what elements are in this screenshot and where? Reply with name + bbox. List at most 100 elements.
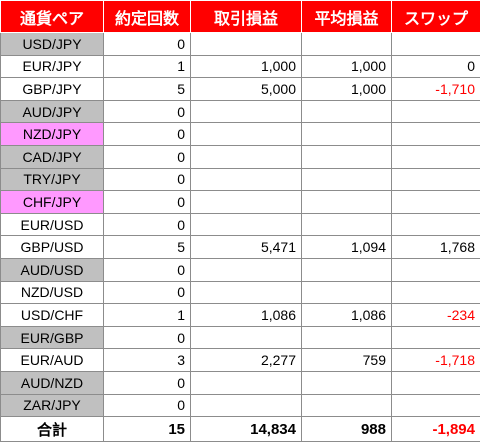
pair-cell: NZD/JPY	[0, 122, 104, 146]
table-row: USD/CHF 1 1,086 1,086 -234	[0, 303, 480, 327]
trading-pnl-cell	[190, 122, 302, 146]
trade-count-cell: 3	[103, 348, 191, 372]
total-swap: -1,894	[391, 416, 480, 443]
table-row: NZD/JPY 0	[0, 122, 480, 146]
swap-cell: 0	[391, 54, 480, 79]
header-row: 通貨ペア 約定回数 取引損益 平均損益 スワップ	[0, 0, 480, 33]
swap-cell	[391, 167, 480, 192]
table-row: ZAR/JPY 0	[0, 393, 480, 418]
average-pnl-cell: 1,000	[301, 77, 392, 101]
swap-cell: 1,768	[391, 235, 480, 259]
trade-count-cell: 0	[103, 280, 191, 305]
trading-pnl-cell	[190, 325, 302, 350]
swap-cell	[391, 32, 480, 56]
header-average-pnl: 平均損益	[301, 0, 392, 33]
average-pnl-cell	[301, 190, 392, 214]
table-row: NZD/USD 0	[0, 280, 480, 305]
trading-pnl-cell	[190, 190, 302, 214]
swap-cell	[391, 212, 480, 237]
table-row: CAD/JPY 0	[0, 144, 480, 169]
total-pnl: 14,834	[190, 416, 302, 443]
pair-cell: ZAR/JPY	[0, 393, 104, 418]
trade-count-cell: 0	[103, 393, 191, 418]
average-pnl-cell	[301, 370, 392, 395]
header-trade-count: 約定回数	[103, 0, 191, 33]
pair-cell: AUD/USD	[0, 257, 104, 282]
swap-cell	[391, 257, 480, 282]
swap-cell	[391, 99, 480, 124]
trading-pnl-cell: 1,000	[190, 54, 302, 79]
average-pnl-cell	[301, 393, 392, 418]
table-row: TRY/JPY 0	[0, 167, 480, 192]
swap-cell	[391, 144, 480, 169]
trading-pnl-cell: 5,471	[190, 235, 302, 259]
table-header: 通貨ペア 約定回数 取引損益 平均損益 スワップ	[0, 0, 480, 33]
trading-pnl-cell	[190, 167, 302, 192]
trade-count-cell: 0	[103, 325, 191, 350]
total-count: 15	[103, 416, 191, 443]
trading-pnl-cell	[190, 99, 302, 124]
swap-cell	[391, 325, 480, 350]
average-pnl-cell	[301, 32, 392, 56]
average-pnl-cell: 759	[301, 348, 392, 372]
trade-count-cell: 0	[103, 370, 191, 395]
average-pnl-cell	[301, 99, 392, 124]
pair-cell: EUR/JPY	[0, 54, 104, 79]
average-pnl-cell: 1,000	[301, 54, 392, 79]
pair-cell: AUD/JPY	[0, 99, 104, 124]
swap-cell	[391, 370, 480, 395]
average-pnl-cell	[301, 280, 392, 305]
table-row: EUR/USD 0	[0, 212, 480, 237]
pair-cell: CHF/JPY	[0, 190, 104, 214]
swap-cell	[391, 393, 480, 418]
trade-count-cell: 0	[103, 99, 191, 124]
table-body: USD/JPY 0 EUR/JPY 1 1,000 1,000 0 GBP/JPY 5 5,000…	[0, 32, 480, 418]
pair-cell: GBP/USD	[0, 235, 104, 259]
total-label: 合計	[0, 416, 104, 443]
header-trading-pnl: 取引損益	[190, 0, 302, 33]
trading-pnl-cell: 1,086	[190, 303, 302, 327]
pair-cell: EUR/USD	[0, 212, 104, 237]
swap-cell: -234	[391, 303, 480, 327]
pair-cell: USD/CHF	[0, 303, 104, 327]
pair-cell: USD/JPY	[0, 32, 104, 56]
trade-count-cell: 0	[103, 32, 191, 56]
pair-cell: NZD/USD	[0, 280, 104, 305]
table-row: EUR/AUD 3 2,277 759 -1,718	[0, 348, 480, 372]
pair-cell: EUR/GBP	[0, 325, 104, 350]
average-pnl-cell	[301, 212, 392, 237]
trading-pnl-cell	[190, 212, 302, 237]
table-row: EUR/JPY 1 1,000 1,000 0	[0, 54, 480, 79]
trading-pnl-cell	[190, 144, 302, 169]
trade-count-cell: 1	[103, 54, 191, 79]
table-row: AUD/NZD 0	[0, 370, 480, 395]
pair-cell: AUD/NZD	[0, 370, 104, 395]
trade-count-cell: 5	[103, 77, 191, 101]
trading-pnl-cell	[190, 257, 302, 282]
table-row: AUD/USD 0	[0, 257, 480, 282]
table-row: EUR/GBP 0	[0, 325, 480, 350]
average-pnl-cell	[301, 122, 392, 146]
average-pnl-cell	[301, 167, 392, 192]
total-average-pnl: 988	[301, 416, 392, 443]
trading-pnl-cell	[190, 393, 302, 418]
trade-count-cell: 0	[103, 167, 191, 192]
swap-cell: -1,718	[391, 348, 480, 372]
average-pnl-cell: 1,086	[301, 303, 392, 327]
swap-cell: -1,710	[391, 77, 480, 101]
average-pnl-cell	[301, 325, 392, 350]
trading-pnl-cell	[190, 32, 302, 56]
table-row: AUD/JPY 0	[0, 99, 480, 124]
trade-count-cell: 5	[103, 235, 191, 259]
swap-cell	[391, 190, 480, 214]
pair-cell: GBP/JPY	[0, 77, 104, 101]
trade-count-cell: 0	[103, 190, 191, 214]
table-row: CHF/JPY 0	[0, 190, 480, 214]
trading-pnl-cell: 2,277	[190, 348, 302, 372]
trade-count-cell: 0	[103, 122, 191, 146]
trade-count-cell: 0	[103, 212, 191, 237]
total-row: 合計 15 14,834 988 -1,894	[0, 416, 480, 443]
pair-cell: EUR/AUD	[0, 348, 104, 372]
table-row: GBP/USD 5 5,471 1,094 1,768	[0, 235, 480, 259]
